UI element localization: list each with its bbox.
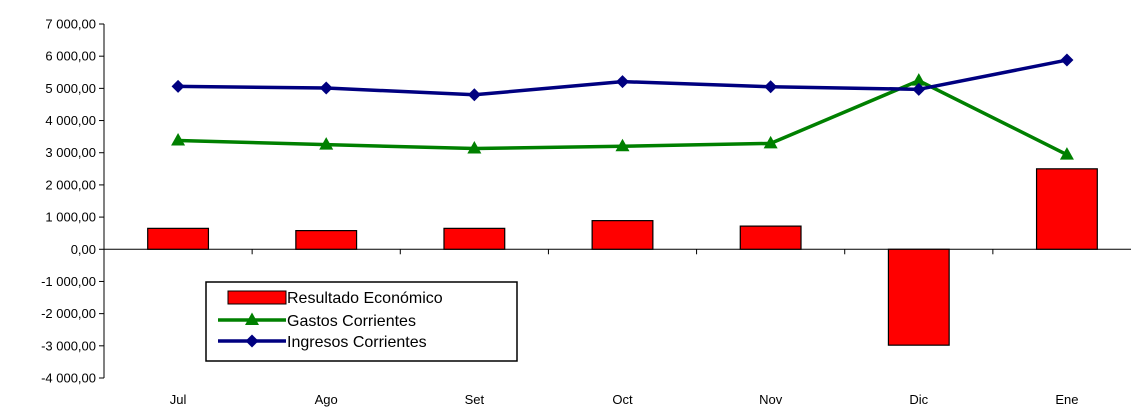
marker-ingresos-corrientes — [764, 80, 778, 94]
bar-resultado-economico — [1035, 168, 1098, 250]
x-tick-label: Jul — [170, 392, 187, 407]
x-tick-label: Oct — [612, 392, 633, 407]
x-tick-label: Dic — [909, 392, 928, 407]
marker-ingresos-corrientes — [467, 88, 481, 102]
marker-ingresos-corrientes — [319, 81, 333, 95]
y-tick-label: 0,00 — [71, 242, 96, 257]
y-axis-tick-labels: 7 000,00 6 000,00 5 000,00 4 000,00 3 000,00… — [41, 17, 96, 386]
marker-gastos-corrientes — [171, 132, 186, 146]
y-tick-label: -2 000,00 — [41, 306, 96, 321]
marker-ingresos-corrientes — [616, 75, 629, 89]
y-tick-label: 5 000,00 — [45, 81, 96, 96]
marker-ingresos-corrientes — [1060, 53, 1074, 67]
y-tick-label: 2 000,00 — [45, 177, 96, 192]
legend-label-resultado: Resultado Económico — [287, 290, 443, 307]
y-tick-label: -3 000,00 — [41, 338, 96, 353]
y-tick-label: 6 000,00 — [45, 49, 96, 64]
bar-series — [147, 168, 1098, 346]
legend-marker-ingresos — [245, 334, 259, 348]
marker-gastos-corrientes — [467, 141, 482, 154]
x-tick-label: Ene — [1055, 392, 1078, 407]
legend-label-gastos: Gastos Corrientes — [287, 313, 416, 330]
x-tick-label: Ago — [315, 392, 338, 407]
bar-resultado-economico — [887, 248, 950, 346]
marker-gastos-corrientes — [615, 138, 630, 152]
line-series — [171, 53, 1074, 160]
bar-resultado-economico — [295, 230, 358, 250]
marker-ingresos-corrientes — [171, 79, 185, 93]
bar-resultado-economico — [739, 225, 802, 250]
legend-label-ingresos: Ingresos Corrientes — [287, 334, 427, 351]
y-tick-label: -4 000,00 — [41, 371, 96, 386]
legend: Resultado Económico Gastos Corrientes In… — [205, 281, 518, 362]
x-axis-tick-labels: Jul Ago Set Oct Nov Dic Ene — [170, 392, 1079, 407]
bar-resultado-economico — [591, 220, 654, 250]
y-tick-label: 4 000,00 — [45, 113, 96, 128]
marker-gastos-corrientes — [1059, 147, 1074, 160]
y-tick-label: -1 000,00 — [41, 274, 96, 289]
bar-resultado-economico — [443, 227, 506, 250]
y-tick-label: 7 000,00 — [45, 17, 96, 32]
x-tick-label: Nov — [759, 392, 783, 407]
y-tick-label: 3 000,00 — [45, 145, 96, 160]
y-tick-label: 1 000,00 — [45, 210, 96, 225]
marker-gastos-corrientes — [319, 137, 334, 150]
legend-swatch-resultado — [227, 290, 287, 305]
x-tick-label: Set — [465, 392, 485, 407]
marker-ingresos-corrientes — [912, 82, 926, 96]
bar-resultado-economico — [147, 227, 210, 250]
marker-gastos-corrientes — [911, 73, 926, 86]
legend-marker-gastos — [245, 312, 259, 325]
marker-gastos-corrientes — [763, 135, 778, 149]
